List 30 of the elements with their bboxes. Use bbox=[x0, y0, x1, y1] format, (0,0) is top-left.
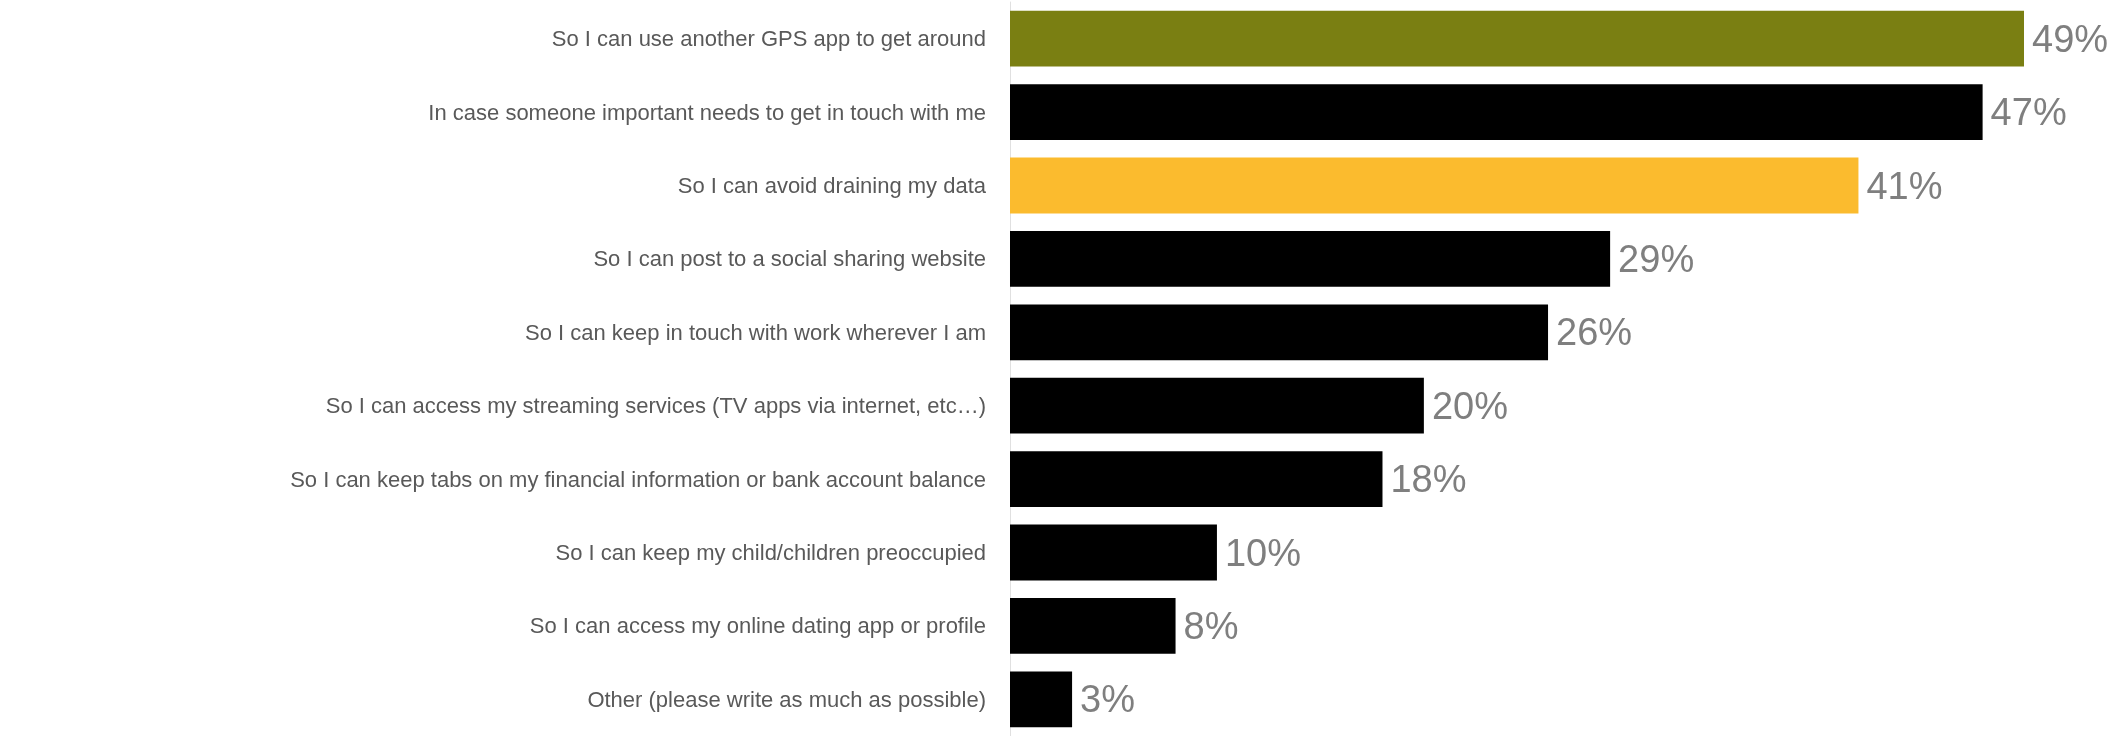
data-label: 49% bbox=[2032, 17, 2109, 60]
bar bbox=[1010, 157, 1859, 214]
bar bbox=[1010, 84, 1983, 140]
y-tick-label: So I can access my online dating app or profile bbox=[529, 613, 986, 639]
data-label: 26% bbox=[1556, 311, 1633, 354]
y-tick-label: So I can keep my child/children preoccupied bbox=[555, 540, 986, 565]
bar bbox=[1010, 377, 1424, 434]
data-label: 10% bbox=[1224, 531, 1301, 574]
data-label: 18% bbox=[1390, 458, 1467, 501]
y-tick-label: So I can post to a social sharing website bbox=[593, 246, 986, 272]
y-tick-label: So I can keep in touch with work wherever I am bbox=[525, 319, 986, 345]
bar bbox=[1010, 671, 1073, 728]
y-tick-label: In case someone important needs to get in touch with me bbox=[428, 99, 986, 125]
data-label: 8% bbox=[1183, 604, 1239, 647]
data-label: 20% bbox=[1431, 384, 1508, 427]
bar bbox=[1010, 524, 1217, 581]
y-tick-label: Other (please write as much as possible) bbox=[587, 686, 986, 712]
bar bbox=[1010, 231, 1611, 287]
bar bbox=[1010, 451, 1383, 507]
y-tick-label: So I can keep tabs on my financial information or bank account balance bbox=[290, 466, 986, 492]
y-tick-label: So I can access my streaming services (TV apps via internet, etc…) bbox=[325, 393, 986, 419]
y-tick-label: So I can use another GPS app to get around bbox=[551, 26, 986, 52]
data-label: 3% bbox=[1080, 678, 1135, 721]
bar bbox=[1010, 598, 1176, 654]
bar bbox=[1010, 10, 2024, 67]
y-tick-label: So I can avoid draining my data bbox=[677, 173, 987, 198]
data-label: 29% bbox=[1618, 237, 1695, 280]
data-label: 47% bbox=[1990, 91, 2067, 134]
data-label: 41% bbox=[1866, 164, 1943, 207]
bar bbox=[1010, 304, 1549, 361]
